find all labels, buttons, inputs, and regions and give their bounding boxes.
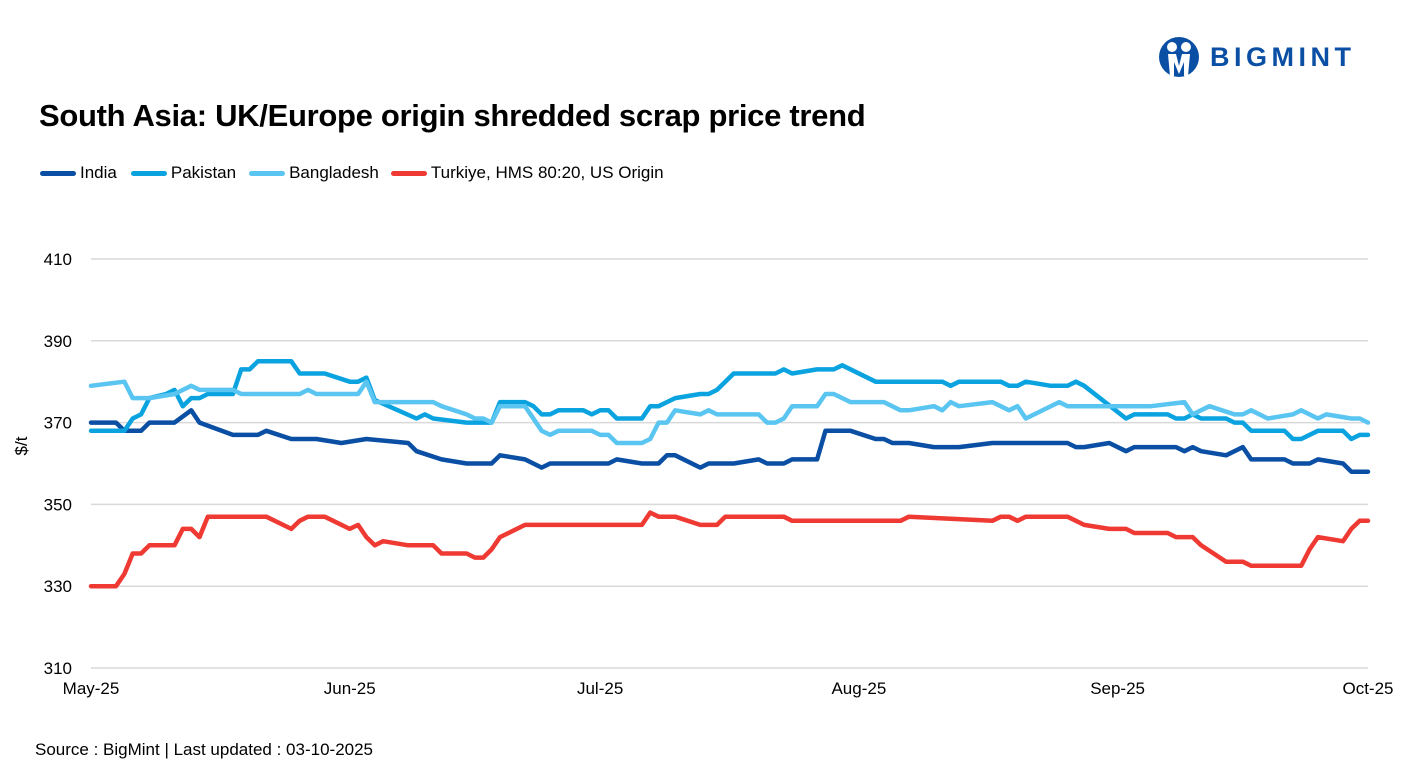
legend-item: India — [40, 163, 117, 183]
legend-item: Bangladesh — [249, 163, 379, 183]
legend-label: Bangladesh — [289, 163, 379, 182]
y-tick-label: 410 — [44, 250, 72, 269]
legend-item: Turkiye, HMS 80:20, US Origin — [390, 163, 664, 183]
x-tick-label: Aug-25 — [831, 679, 886, 698]
x-tick-label: Sep-25 — [1090, 679, 1145, 698]
bigmint-logo: BIGMINT — [1158, 36, 1356, 78]
series-line-pakistan — [88, 359, 1371, 442]
legend: India Pakistan Bangladesh Turkiye, HMS 80:2… — [40, 163, 664, 183]
legend-label: Turkiye, HMS 80:20, US Origin — [430, 163, 664, 182]
y-tick-label: 330 — [44, 577, 72, 596]
legend-label: Pakistan — [170, 163, 237, 182]
legend-item: Pakistan — [130, 163, 237, 183]
brand-name: BIGMINT — [1210, 41, 1356, 72]
legend-swatch — [249, 170, 286, 176]
legend-swatch — [130, 170, 167, 176]
x-tick-label: Jun-25 — [324, 679, 376, 698]
source-note: Source : BigMint | Last updated : 03-10-… — [35, 740, 374, 759]
legend-swatch — [40, 170, 76, 176]
legend-swatch — [390, 170, 427, 176]
x-tick-label: Oct-25 — [1342, 679, 1393, 698]
y-axis-label: $/t — [12, 436, 31, 455]
y-tick-label: 370 — [44, 414, 72, 433]
bigmint-logo-icon — [1159, 37, 1199, 77]
legend-label: India — [80, 163, 117, 182]
chart-title: South Asia: UK/Europe origin shredded sc… — [39, 98, 866, 133]
y-tick-label: 310 — [44, 659, 72, 678]
y-tick-label: 390 — [44, 332, 72, 351]
y-tick-label: 350 — [44, 495, 72, 514]
x-tick-label: May-25 — [63, 679, 120, 698]
series-line-turkiye — [88, 510, 1371, 589]
x-tick-label: Jul-25 — [577, 679, 623, 698]
